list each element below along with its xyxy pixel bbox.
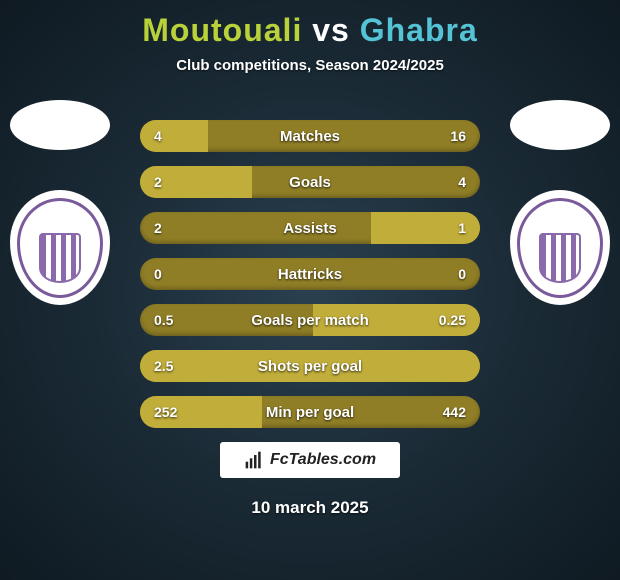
stat-label: Goals <box>140 174 480 191</box>
subtitle: Club competitions, Season 2024/2025 <box>0 57 620 74</box>
player2-badges <box>510 100 610 305</box>
stat-bars: 416Matches 24Goals 21Assists 00Hattricks 0.5… <box>140 120 480 442</box>
date: 10 march 2025 <box>0 498 620 518</box>
stat-row: 0.50.25Goals per match <box>140 304 480 336</box>
player2-photo-placeholder <box>510 100 610 150</box>
player1-badges <box>10 100 110 305</box>
club-badge-ring <box>17 198 103 298</box>
stat-row: 00Hattricks <box>140 258 480 290</box>
stat-label: Shots per goal <box>140 358 480 375</box>
brand-logo[interactable]: FcTables.com <box>220 442 400 478</box>
brand-text: FcTables.com <box>270 451 376 469</box>
stat-label: Assists <box>140 220 480 237</box>
stat-label: Hattricks <box>140 266 480 283</box>
player1-club-badge <box>10 190 110 305</box>
player2-name: Ghabra <box>360 12 478 48</box>
stat-label: Goals per match <box>140 312 480 329</box>
player1-name: Moutouali <box>142 12 302 48</box>
stat-row: 2.5Shots per goal <box>140 350 480 382</box>
stat-label: Matches <box>140 128 480 145</box>
club-shield-icon <box>39 233 81 283</box>
stat-row: 416Matches <box>140 120 480 152</box>
stat-row: 252442Min per goal <box>140 396 480 428</box>
stat-row: 21Assists <box>140 212 480 244</box>
player2-club-badge <box>510 190 610 305</box>
chart-icon <box>244 450 264 470</box>
vs-text: vs <box>312 12 350 48</box>
stat-label: Min per goal <box>140 404 480 421</box>
club-shield-icon <box>539 233 581 283</box>
club-badge-ring <box>517 198 603 298</box>
comparison-title: Moutouali vs Ghabra <box>0 0 620 49</box>
player1-photo-placeholder <box>10 100 110 150</box>
stat-row: 24Goals <box>140 166 480 198</box>
